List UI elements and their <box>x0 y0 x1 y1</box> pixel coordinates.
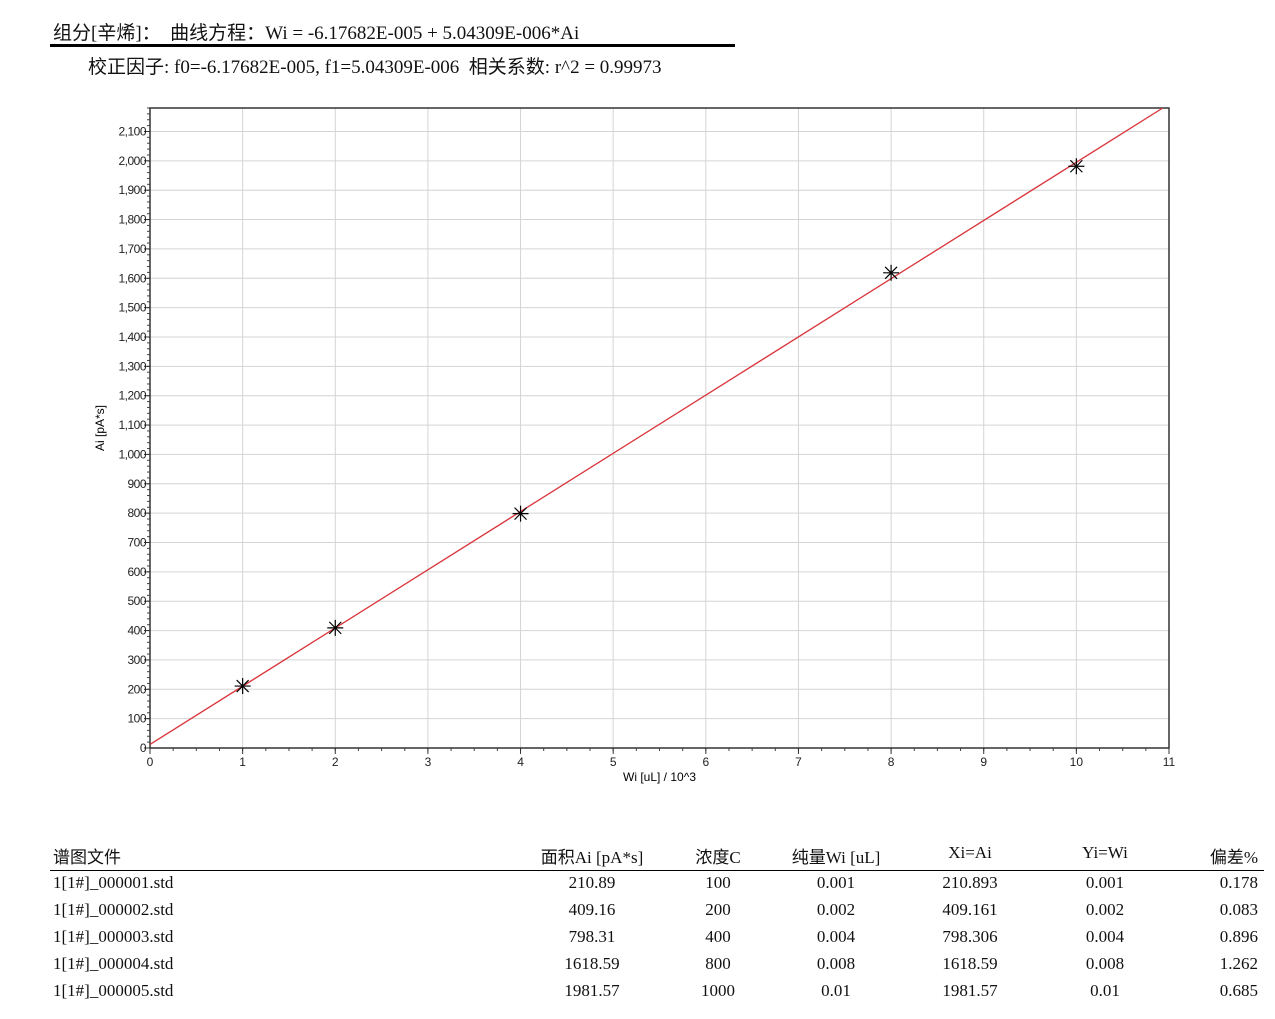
asterisk-stroke <box>514 507 527 521</box>
cell-amount: 0.004 <box>816 927 856 946</box>
cell-xi: 409.161 <box>942 900 998 919</box>
y-tick-label: 300 <box>127 653 146 667</box>
data-point-asterisk <box>883 264 900 281</box>
calibration-factors: 校正因子: f0=-6.17682E-005, f1=5.04309E-006 … <box>88 57 662 78</box>
cell-spectrum-file: 1[1#]_000005.std <box>53 981 174 1000</box>
x-tick-label: 4 <box>517 755 524 769</box>
cell-area: 409.16 <box>568 900 616 919</box>
header-amount: 纯量Wi [uL] <box>791 848 881 867</box>
header-area: 面积Ai [pA*s] <box>540 848 644 867</box>
regression-line <box>149 107 1164 745</box>
header-xi: Xi=Ai <box>948 843 992 862</box>
y-tick-label: 0 <box>140 741 147 755</box>
asterisk-stroke <box>1069 159 1083 173</box>
x-tick-label: 7 <box>795 755 802 769</box>
cell-deviation: 0.685 <box>1219 981 1258 1000</box>
header-deviation: 偏差% <box>1209 848 1258 867</box>
y-tick-label: 200 <box>127 682 146 696</box>
x-tick-label: 6 <box>702 755 709 769</box>
y-tick-label: 900 <box>127 477 146 491</box>
header-spectrum-file: 谱图文件 <box>53 848 121 867</box>
x-tick-label: 2 <box>332 755 339 769</box>
cell-amount: 0.01 <box>821 981 851 1000</box>
x-tick-label: 3 <box>425 755 432 769</box>
data-point-asterisk <box>234 678 251 695</box>
y-tick-label: 400 <box>127 624 146 638</box>
y-tick-label: 500 <box>127 594 146 608</box>
cell-yi: 0.001 <box>1085 873 1125 892</box>
cell-concentration: 400 <box>705 927 731 946</box>
cell-area: 210.89 <box>568 873 616 892</box>
y-tick-label: 2,100 <box>118 124 146 138</box>
cell-xi: 210.893 <box>942 873 998 892</box>
cell-xi: 1981.57 <box>942 981 998 1000</box>
cell-amount: 0.002 <box>816 900 856 919</box>
cell-area: 1981.57 <box>564 981 620 1000</box>
cell-deviation: 1.262 <box>1219 954 1258 973</box>
y-tick-label: 100 <box>127 712 146 726</box>
data-point-asterisk <box>512 505 529 522</box>
cell-spectrum-file: 1[1#]_000004.std <box>53 954 174 973</box>
y-tick-label: 1,300 <box>118 359 146 373</box>
cell-area: 798.31 <box>568 927 616 946</box>
cell-yi: 0.002 <box>1085 900 1125 919</box>
y-tick-label: 2,000 <box>118 154 146 168</box>
cell-yi: 0.008 <box>1085 954 1125 973</box>
cell-yi: 0.004 <box>1085 927 1125 946</box>
cell-spectrum-file: 1[1#]_000002.std <box>53 900 174 919</box>
x-tick-label: 8 <box>888 755 895 769</box>
y-tick-label: 1,000 <box>118 447 146 461</box>
cell-amount: 0.001 <box>816 873 856 892</box>
x-tick-label: 9 <box>980 755 987 769</box>
y-tick-label: 1,200 <box>118 389 146 403</box>
cell-yi: 0.01 <box>1090 981 1120 1000</box>
calibration-chart: 0 1 2 3 4 5 6 7 8 9 10 11 0 100 200 300 400 500 600 700 800 9… <box>93 107 1176 784</box>
cell-deviation: 0.896 <box>1219 927 1258 946</box>
cell-spectrum-file: 1[1#]_000001.std <box>53 873 174 892</box>
cell-xi: 798.306 <box>942 927 998 946</box>
cell-deviation: 0.083 <box>1219 900 1258 919</box>
data-point-asterisk <box>1068 158 1085 175</box>
y-tick-label: 1,800 <box>118 213 146 227</box>
asterisk-stroke <box>884 266 898 280</box>
table-header-rule <box>50 870 1264 871</box>
x-tick-label: 1 <box>239 755 246 769</box>
x-axis-label: Wi [uL] / 10^3 <box>623 770 696 784</box>
x-tick-label: 11 <box>1163 755 1176 769</box>
y-tick-label: 1,700 <box>118 242 146 256</box>
x-tick-label: 10 <box>1070 755 1084 769</box>
y-tick-label: 800 <box>127 506 146 520</box>
header-concentration: 浓度C <box>695 848 741 867</box>
cell-area: 1618.59 <box>564 954 620 973</box>
cell-concentration: 100 <box>705 873 731 892</box>
y-tick-label: 1,100 <box>118 418 146 432</box>
cell-concentration: 800 <box>705 954 731 973</box>
asterisk-stroke <box>236 679 250 693</box>
asterisk-stroke <box>328 621 342 635</box>
y-tick-label: 700 <box>127 535 146 549</box>
data-point-asterisk <box>327 619 344 636</box>
plot-frame <box>149 107 1170 749</box>
plot-area <box>150 108 1169 748</box>
cell-concentration: 200 <box>705 900 731 919</box>
cell-concentration: 1000 <box>701 981 735 1000</box>
cell-amount: 0.008 <box>816 954 856 973</box>
curve-equation: 组分[辛烯]： 曲线方程：Wi = -6.17682E-005 + 5.0430… <box>53 23 580 44</box>
x-tick-label: 0 <box>147 755 154 769</box>
cell-xi: 1618.59 <box>942 954 998 973</box>
x-tick-label: 5 <box>610 755 617 769</box>
y-tick-label: 1,600 <box>118 271 146 285</box>
y-tick-label: 600 <box>127 565 146 579</box>
cell-spectrum-file: 1[1#]_000003.std <box>53 927 174 946</box>
y-tick-label: 1,500 <box>118 301 146 315</box>
y-axis-label: Ai [pA*s] <box>93 405 107 451</box>
cell-deviation: 0.178 <box>1219 873 1258 892</box>
title-underline <box>50 44 735 47</box>
y-tick-label: 1,400 <box>118 330 146 344</box>
y-tick-label: 1,900 <box>118 183 146 197</box>
header-yi: Yi=Wi <box>1082 843 1128 862</box>
